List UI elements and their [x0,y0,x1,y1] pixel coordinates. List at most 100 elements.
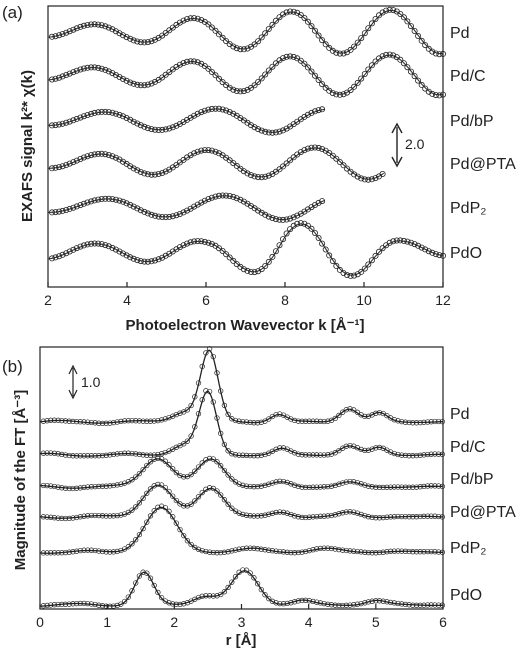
panel-b-data-point [321,484,327,490]
panel-a-data-point [308,144,315,151]
panel-a-data-point [400,60,407,67]
panel-a-data-point [109,244,116,251]
panel-b-data-point [288,549,294,556]
panel-b-data-point [96,512,102,519]
panel-a-data-point [151,36,158,43]
panel-b-data-point [225,549,231,555]
panel-b-data-point [254,453,261,459]
panel-a-data-point [191,203,198,210]
panel-b-data-point [351,407,357,413]
panel-a-data-point [112,72,119,79]
panel-a-data-point [191,112,198,119]
panel-b-data-point [48,417,54,423]
panel-b-data-point [147,575,154,581]
panel-a-data-point [159,126,166,133]
panel-b-data-point [277,600,283,607]
panel-b-data-point [181,532,187,539]
panel-b-data-point [291,513,298,519]
panel-b-data-point [99,548,106,555]
panel-b-data-point [295,549,301,556]
panel-b-data-point [48,602,54,608]
panel-a-label: (a) [2,3,23,22]
panel-a-data-point [365,176,372,183]
panel-b-data-point [103,603,109,609]
panel-b-data-point [136,418,143,424]
panel-a-data-point [329,257,336,264]
panel-a-data-point [308,109,315,116]
panel-b-data-point [210,456,216,462]
panel-a-data-point [155,127,162,134]
panel-b-data-point [110,513,117,519]
panel-b-data-point [129,541,135,547]
panel-a-data-point [73,245,80,252]
panel-b-data-point [129,477,135,483]
panel-a-data-point [198,199,205,206]
panel-a-data-point [105,195,112,202]
panel-b-data-point [114,482,120,488]
panel-a-data-point [319,240,326,247]
panel-a-data-point [262,173,269,180]
panel-a-data-point [180,209,187,216]
panel-b-data-point [225,448,231,454]
panel-a-data-point [80,154,87,161]
panel-b-data-point [225,584,231,591]
panel-a-series [47,51,446,99]
panel-a-data-point [290,214,297,221]
panel-b-data-point [406,514,412,520]
panel-a-data-point [397,56,404,63]
panel-a-series [48,144,386,183]
panel-b-data-point [144,519,150,525]
panel-a-data-point [368,176,375,183]
panel-a-data-point [151,212,158,219]
panel-b-data-point [96,548,102,554]
panel-b-data-point [166,600,172,606]
panel-a-data-point [315,199,322,206]
panel-a-data-point [322,246,329,253]
panel-b-data-point [88,601,95,607]
panel-b-data-point [44,450,50,456]
panel-a-data-point [226,84,233,91]
panel-a-data-point [304,145,311,152]
panel-a-data-point [304,222,311,229]
panel-b-data-point [158,417,165,423]
panel-b-data-point [40,482,47,489]
panel-b-data-point [314,513,320,520]
panel-a-data-point [88,152,95,159]
panel-a-data-point [411,73,418,80]
panel-b-data-point [362,512,368,519]
panel-b-data-point [373,598,379,604]
panel-b-data-point [277,548,283,555]
panel-a-data-point [233,88,240,95]
panel-b-data-point [251,513,257,519]
panel-b-data-point [365,447,372,453]
panel-b-data-point [173,411,179,418]
panel-b-data-point [262,482,268,489]
panel-b-data-point [166,508,172,514]
panel-a-data-point [333,262,340,269]
panel-a-data-point [283,53,290,60]
panel-b-series-label: PdO [450,587,482,604]
panel-a-data-point [340,91,347,98]
panel-a-data-point [379,53,386,60]
panel-a-data-point [230,86,237,93]
panel-b-curves [39,346,445,609]
panel-a-data-point [226,254,233,261]
panel-b-data-point [136,500,143,506]
panel-b-data-point [129,450,135,457]
panel-b-data-point [162,449,168,456]
panel-a-data-point [144,258,151,265]
panel-b-series [39,346,445,427]
panel-b-data-point [291,450,298,456]
panel-b-x-tick-label: 0 [36,614,44,630]
panel-b-data-point [114,548,120,555]
panel-b-data-point [424,419,431,425]
panel-a-data-point [304,18,311,25]
panel-a-data-point [269,63,276,70]
panel-b-data-point [317,513,324,519]
panel-b-data-point [336,511,342,517]
panel-a-data-point [407,23,414,30]
panel-b-data-point [347,478,353,485]
panel-a-data-point [91,240,98,247]
panel-a-data-point [237,46,244,53]
panel-a-data-point [372,252,379,259]
